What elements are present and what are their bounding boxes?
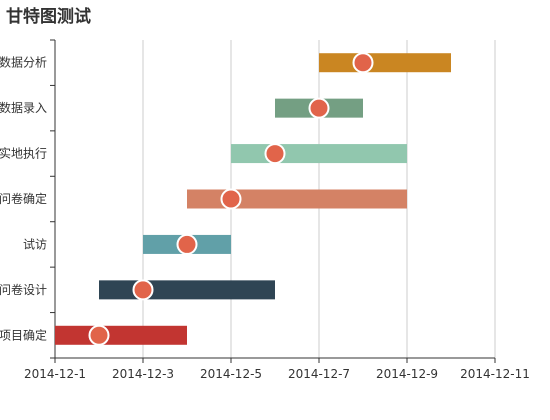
- y-tick-label: 试访: [23, 236, 47, 251]
- y-tick-label: 项目确定: [0, 327, 47, 342]
- x-tick-label: 2014-12-3: [112, 367, 174, 381]
- task-bar: [187, 189, 407, 209]
- y-tick-label: 问卷确定: [0, 191, 47, 206]
- milestone-marker: [352, 52, 374, 74]
- milestone-marker: [132, 279, 154, 301]
- milestone-marker: [308, 97, 330, 119]
- y-tick-label: 数据分析: [0, 55, 47, 70]
- milestone-marker: [264, 143, 286, 165]
- x-tick-label: 2014-12-7: [288, 367, 350, 381]
- milestone-marker: [220, 188, 242, 210]
- task-bar: [319, 53, 451, 73]
- x-tick-label: 2014-12-5: [200, 367, 262, 381]
- y-tick-label: 问卷设计: [0, 282, 47, 297]
- task-bar: [231, 144, 407, 164]
- y-tick-label: 实地执行: [0, 146, 47, 161]
- x-tick-label: 2014-12-11: [460, 367, 530, 381]
- milestone-marker: [176, 233, 198, 255]
- task-bar: [99, 280, 275, 300]
- x-tick-label: 2014-12-9: [376, 367, 438, 381]
- x-tick-label: 2014-12-1: [24, 367, 86, 381]
- y-tick-label: 数据录入: [0, 100, 47, 115]
- task-bar: [55, 325, 187, 345]
- chart-title: 甘特图测试: [6, 7, 91, 27]
- milestone-marker: [88, 324, 110, 346]
